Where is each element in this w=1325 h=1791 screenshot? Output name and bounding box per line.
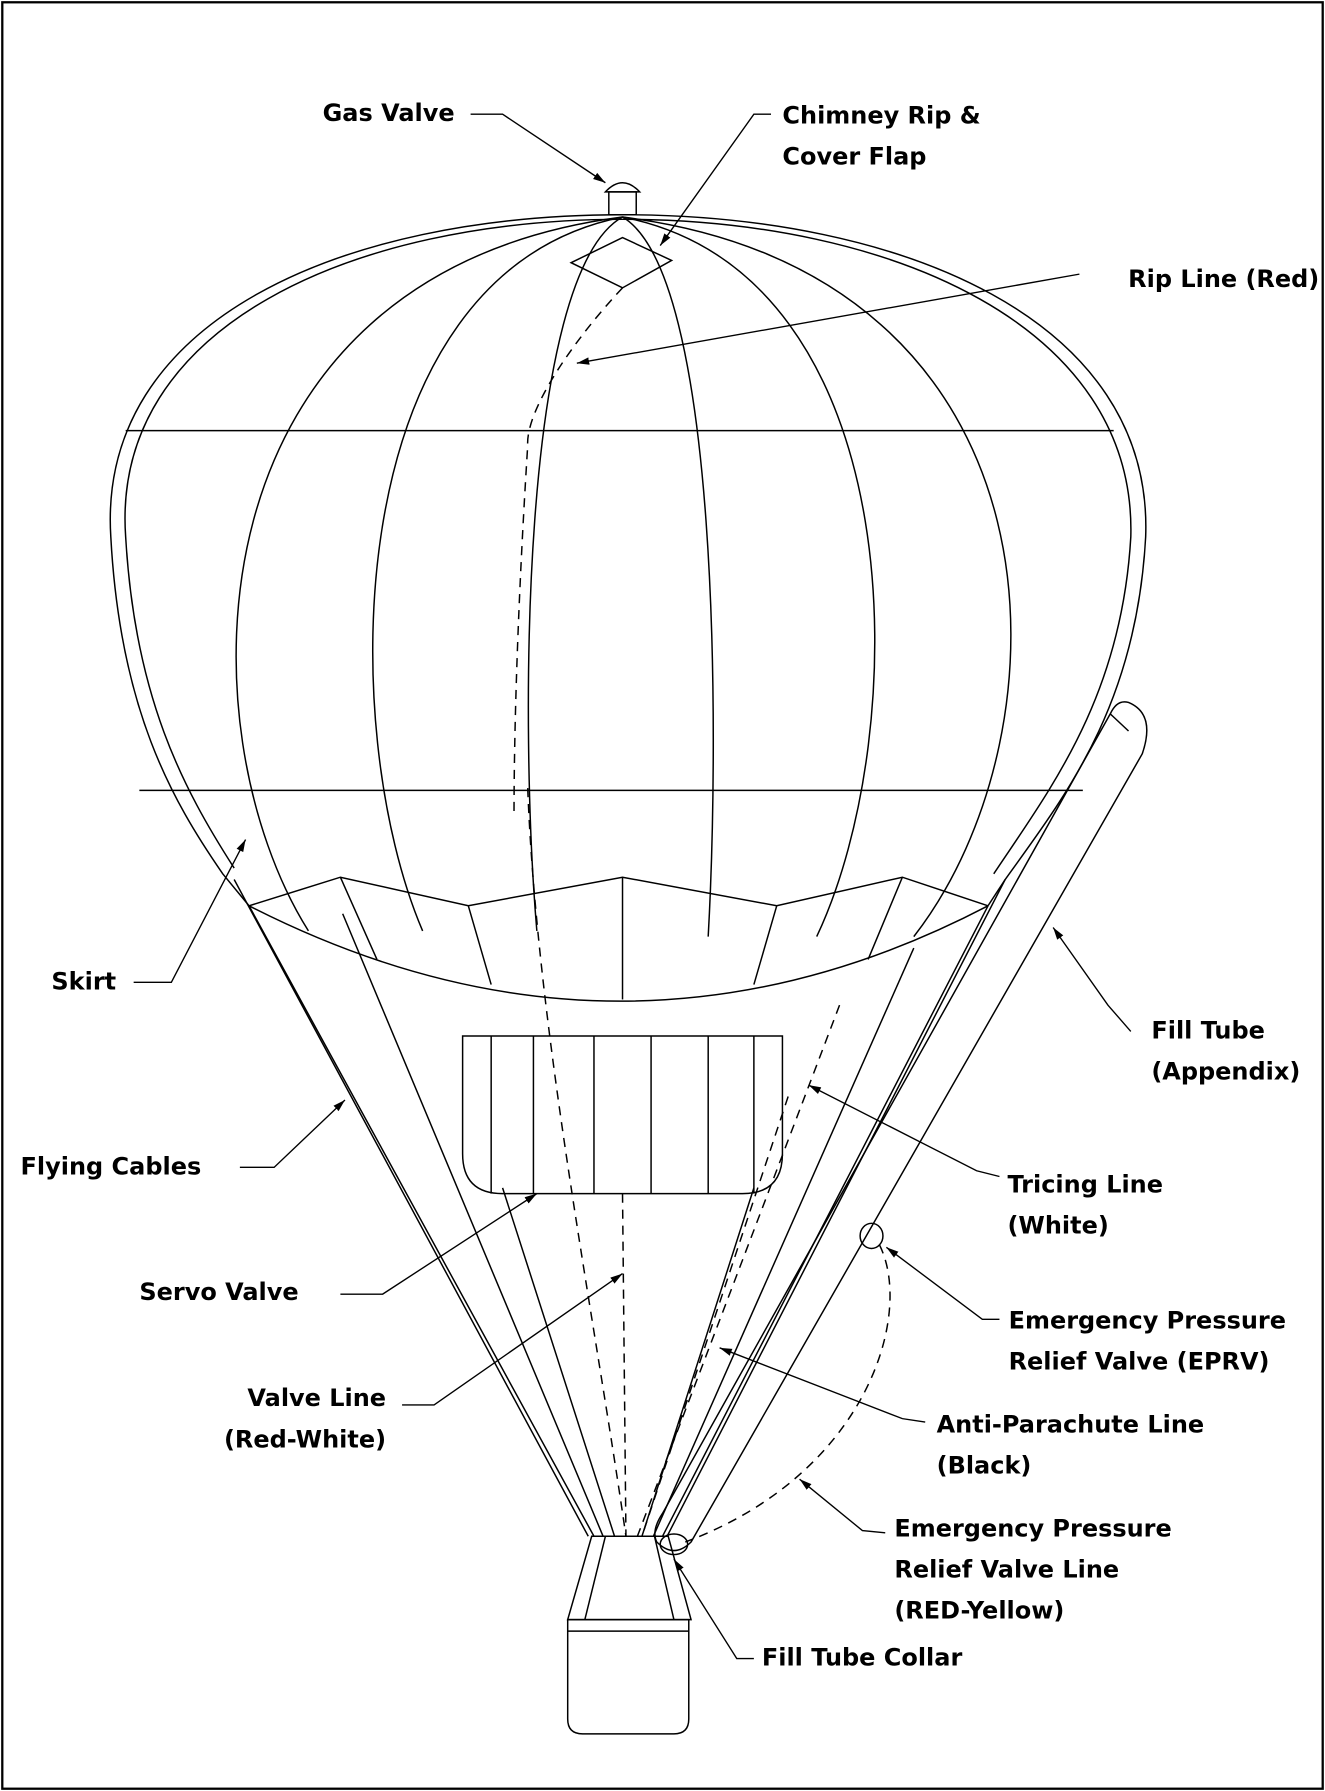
rip-line-lower — [528, 788, 626, 1536]
label-text: Fill Tube Collar — [762, 1644, 963, 1672]
label-text: Anti-Parachute Line — [937, 1410, 1205, 1438]
label-text: Emergency Pressure — [894, 1514, 1171, 1542]
label-text: Valve Line — [247, 1384, 386, 1412]
label-text: (Red-White) — [224, 1425, 386, 1453]
label-text: Tricing Line — [1007, 1171, 1163, 1199]
label-text: Skirt — [51, 967, 116, 995]
leader-line — [809, 1085, 1000, 1176]
leader-line — [471, 114, 606, 183]
label-text: Relief Valve Line — [894, 1556, 1119, 1584]
gore-seam — [623, 217, 1011, 937]
leader-line — [577, 274, 1080, 363]
label-text: Cover Flap — [782, 143, 926, 171]
label-text: (Black) — [937, 1452, 1032, 1480]
valve-line — [623, 1194, 626, 1537]
label-text: (White) — [1007, 1212, 1108, 1240]
rip-line — [514, 288, 623, 817]
skirt-seam — [754, 906, 777, 985]
gore-seam — [528, 217, 622, 931]
gore-seam — [623, 217, 875, 937]
flying-cable — [663, 906, 989, 1537]
balloon-diagram: Gas Valve Chimney Rip & Cover Flap Rip Line… — [0, 0, 1325, 1791]
label-text: Servo Valve — [139, 1278, 298, 1306]
balloon-drawing — [110, 183, 1147, 1734]
gore-seam — [623, 217, 714, 937]
leader-line — [402, 1274, 622, 1405]
gore-seam — [373, 217, 623, 931]
page: {"labels": [ {"lines": ["Gas Valve"]}, {… — [0, 0, 1325, 1791]
label-text: Gas Valve — [323, 99, 455, 127]
leader-line — [240, 1100, 345, 1167]
label-text: Chimney Rip & — [782, 102, 980, 130]
label-text: (Appendix) — [1151, 1058, 1300, 1086]
label-text: Rip Line (Red) — [1128, 265, 1319, 293]
label-text: (RED-Yellow) — [894, 1597, 1064, 1625]
leader-line — [1053, 927, 1131, 1031]
label-text: Flying Cables — [21, 1152, 202, 1180]
leader-line — [674, 1559, 754, 1658]
flying-cable — [503, 1188, 615, 1536]
label-text: Fill Tube — [1151, 1016, 1265, 1044]
leader-line — [886, 1247, 999, 1319]
gore-seam — [236, 217, 622, 931]
label-text: Relief Valve (EPRV) — [1009, 1348, 1270, 1376]
skirt-seam — [468, 906, 491, 985]
leader-line — [800, 1479, 886, 1533]
leader-line — [340, 1194, 536, 1295]
leader-line — [720, 1348, 926, 1422]
label-text: Emergency Pressure — [1009, 1307, 1286, 1335]
skirt-seam — [340, 877, 377, 959]
